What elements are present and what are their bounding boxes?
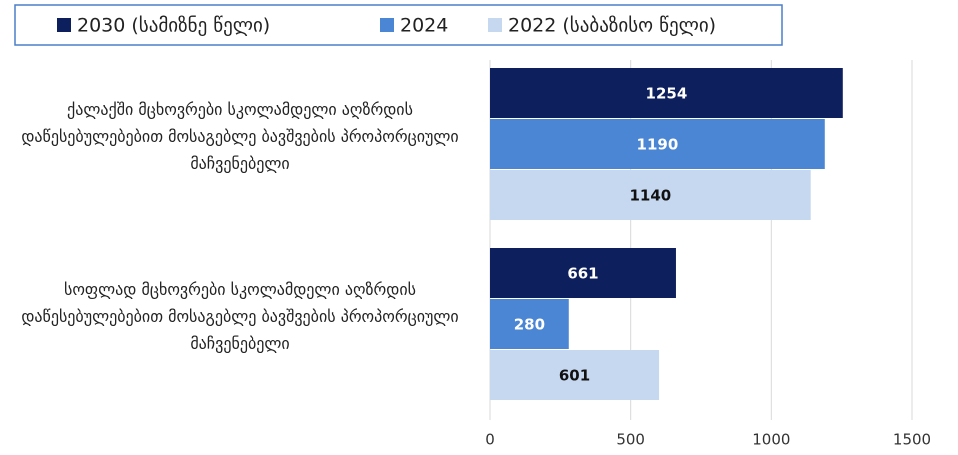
legend-swatch xyxy=(380,18,394,32)
x-tick-label: 0 xyxy=(485,431,495,449)
value-label: 601 xyxy=(559,367,590,385)
legend-label: 2024 xyxy=(400,15,448,37)
x-tick-label: 1500 xyxy=(893,431,931,449)
legend-label: 2022 (საბაზისო წელი) xyxy=(508,15,716,37)
category-label: ქალაქში მცხოვრები სკოლამდელი აღზრდის დაწ… xyxy=(21,100,459,173)
bar xyxy=(490,299,569,349)
bar xyxy=(490,68,843,118)
value-label: 661 xyxy=(567,265,598,283)
bar xyxy=(490,170,811,220)
category-label: სოფლად მცხოვრები სკოლამდელი აღზრდის დაწე… xyxy=(21,280,459,353)
bar xyxy=(490,350,660,400)
x-tick-label: 500 xyxy=(616,431,645,449)
bar xyxy=(490,119,825,169)
value-label: 1140 xyxy=(629,187,671,205)
legend-swatch xyxy=(57,18,71,32)
value-label: 1190 xyxy=(637,136,679,154)
bar xyxy=(490,248,676,298)
legend-box xyxy=(14,4,783,46)
value-label: 280 xyxy=(514,316,545,334)
legend-swatch xyxy=(488,18,502,32)
value-label: 1254 xyxy=(646,85,688,103)
legend-label: 2030 (სამიზნე წელი) xyxy=(77,15,270,37)
x-tick-label: 1000 xyxy=(752,431,790,449)
